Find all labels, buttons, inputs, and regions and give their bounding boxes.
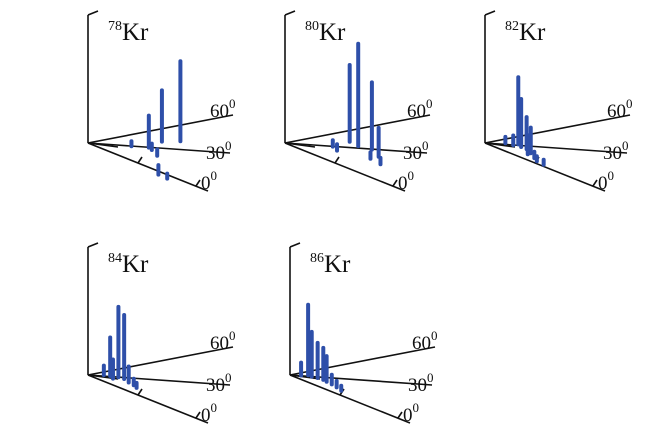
gamma-tick-label: 300 [206, 138, 232, 164]
gamma-tick-value: 60 [607, 101, 626, 122]
gamma-tick-value: 0 [201, 173, 211, 194]
gamma-tick-label: 00 [201, 168, 217, 194]
gamma-tick-unit: 0 [225, 370, 232, 385]
p-axis-cap [289, 242, 301, 248]
gamma-tick-unit: 0 [626, 96, 633, 111]
p-axis-cap [284, 10, 296, 16]
mass-number: 84 [108, 251, 122, 266]
gamma-tick-label: 300 [206, 370, 232, 396]
gamma-tick-unit: 0 [422, 138, 429, 153]
gamma-tick-unit: 0 [229, 96, 236, 111]
gamma-tick-unit: 0 [225, 138, 232, 153]
floor-edge [284, 142, 316, 148]
gamma-tick-unit: 0 [622, 138, 629, 153]
mass-number: 80 [305, 19, 319, 34]
gamma-tick-label: 00 [403, 400, 419, 426]
element-symbol: Kr [519, 19, 546, 46]
gamma-tick-value: 0 [398, 173, 408, 194]
gamma-tick-value: 60 [412, 333, 431, 354]
floor-edge [289, 374, 321, 380]
p-axis-cap [87, 242, 99, 248]
isotope-label: 80Kr [305, 19, 346, 46]
beta-axis-line [284, 142, 406, 192]
p-axis-cap [484, 10, 496, 16]
gamma-tick-unit: 0 [413, 400, 420, 415]
gamma-tick-unit: 0 [211, 168, 218, 183]
beta-tick-mark [195, 411, 201, 419]
beta-tick-mark [592, 179, 598, 187]
gamma-tick-value: 30 [206, 375, 225, 396]
gamma-tick-unit: 0 [427, 370, 434, 385]
gamma-tick-unit: 0 [229, 328, 236, 343]
gamma-30-ray [284, 142, 428, 154]
gamma-tick-unit: 0 [408, 168, 415, 183]
gamma-tick-unit: 0 [211, 400, 218, 415]
element-symbol: Kr [324, 251, 351, 278]
gamma-tick-label: 00 [201, 400, 217, 426]
gamma-tick-value: 30 [408, 375, 427, 396]
mass-number: 82 [505, 19, 519, 34]
gamma-tick-label: 300 [408, 370, 434, 396]
beta-axis-line [289, 374, 411, 424]
gamma-tick-value: 30 [403, 143, 422, 164]
beta-tick-mark [334, 156, 340, 164]
gamma-tick-value: 0 [598, 173, 608, 194]
gamma-tick-label: 00 [398, 168, 414, 194]
gamma-tick-label: 300 [403, 138, 429, 164]
gamma-tick-value: 60 [407, 101, 426, 122]
beta-tick-mark [195, 179, 201, 187]
gamma-tick-value: 30 [206, 143, 225, 164]
p-axis-cap [87, 10, 99, 16]
gamma-tick-label: 00 [598, 168, 614, 194]
beta-tick-mark [137, 388, 143, 396]
isotope-label: 86Kr [310, 251, 351, 278]
gamma-tick-label: 600 [607, 96, 633, 122]
gamma-tick-label: 300 [603, 138, 629, 164]
element-symbol: Kr [319, 19, 346, 46]
floor-edge [87, 142, 119, 148]
isotope-label: 84Kr [108, 251, 149, 278]
gamma-tick-value: 60 [210, 101, 229, 122]
element-symbol: Kr [122, 251, 149, 278]
beta-axis-line [87, 374, 209, 424]
gamma-tick-unit: 0 [608, 168, 615, 183]
gamma-tick-value: 30 [603, 143, 622, 164]
gamma-tick-label: 600 [210, 96, 236, 122]
gamma-tick-unit: 0 [426, 96, 433, 111]
gamma-60-ray [484, 114, 631, 144]
isotope-label: 78Kr [108, 19, 149, 46]
gamma-tick-value: 0 [201, 405, 211, 426]
beta-tick-mark [397, 411, 403, 419]
mass-number: 86 [310, 251, 324, 266]
isotope-label: 82Kr [505, 19, 546, 46]
floor-edge [484, 142, 516, 148]
beta-axis-line [87, 142, 209, 192]
gamma-tick-label: 600 [210, 328, 236, 354]
beta-tick-mark [137, 156, 143, 164]
gamma-tick-label: 600 [407, 96, 433, 122]
gamma-tick-value: 60 [210, 333, 229, 354]
gamma-tick-label: 600 [412, 328, 438, 354]
element-symbol: Kr [122, 19, 149, 46]
mass-number: 78 [108, 19, 122, 34]
gamma-tick-value: 0 [403, 405, 413, 426]
beta-axis-line [484, 142, 606, 192]
gamma-tick-unit: 0 [431, 328, 438, 343]
gamma-60-ray [289, 346, 436, 376]
gamma-30-ray [484, 142, 628, 154]
gamma-30-ray [87, 142, 231, 154]
beta-tick-mark [392, 179, 398, 187]
